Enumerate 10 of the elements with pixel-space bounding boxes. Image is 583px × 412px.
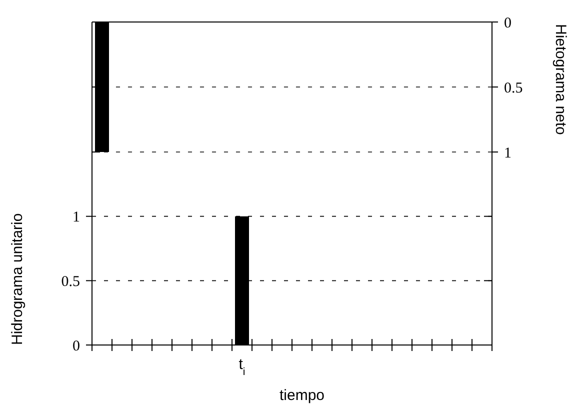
y-tick-label: 0.5 bbox=[504, 80, 523, 96]
y-axis-title: Hietograma neto bbox=[552, 24, 569, 135]
y-tick-label: 0.5 bbox=[61, 274, 80, 290]
y-axis-title: Hidrograma unitario bbox=[9, 213, 26, 345]
x-tick-label: t$_{i}$ bbox=[238, 356, 246, 378]
y-tick-label: 0 bbox=[504, 15, 512, 32]
y-tick-label: 1 bbox=[504, 145, 512, 162]
x-axis-title: tiempo bbox=[279, 387, 325, 404]
y-tick-label: 1 bbox=[72, 210, 80, 226]
y-tick-label: 0 bbox=[72, 338, 80, 354]
